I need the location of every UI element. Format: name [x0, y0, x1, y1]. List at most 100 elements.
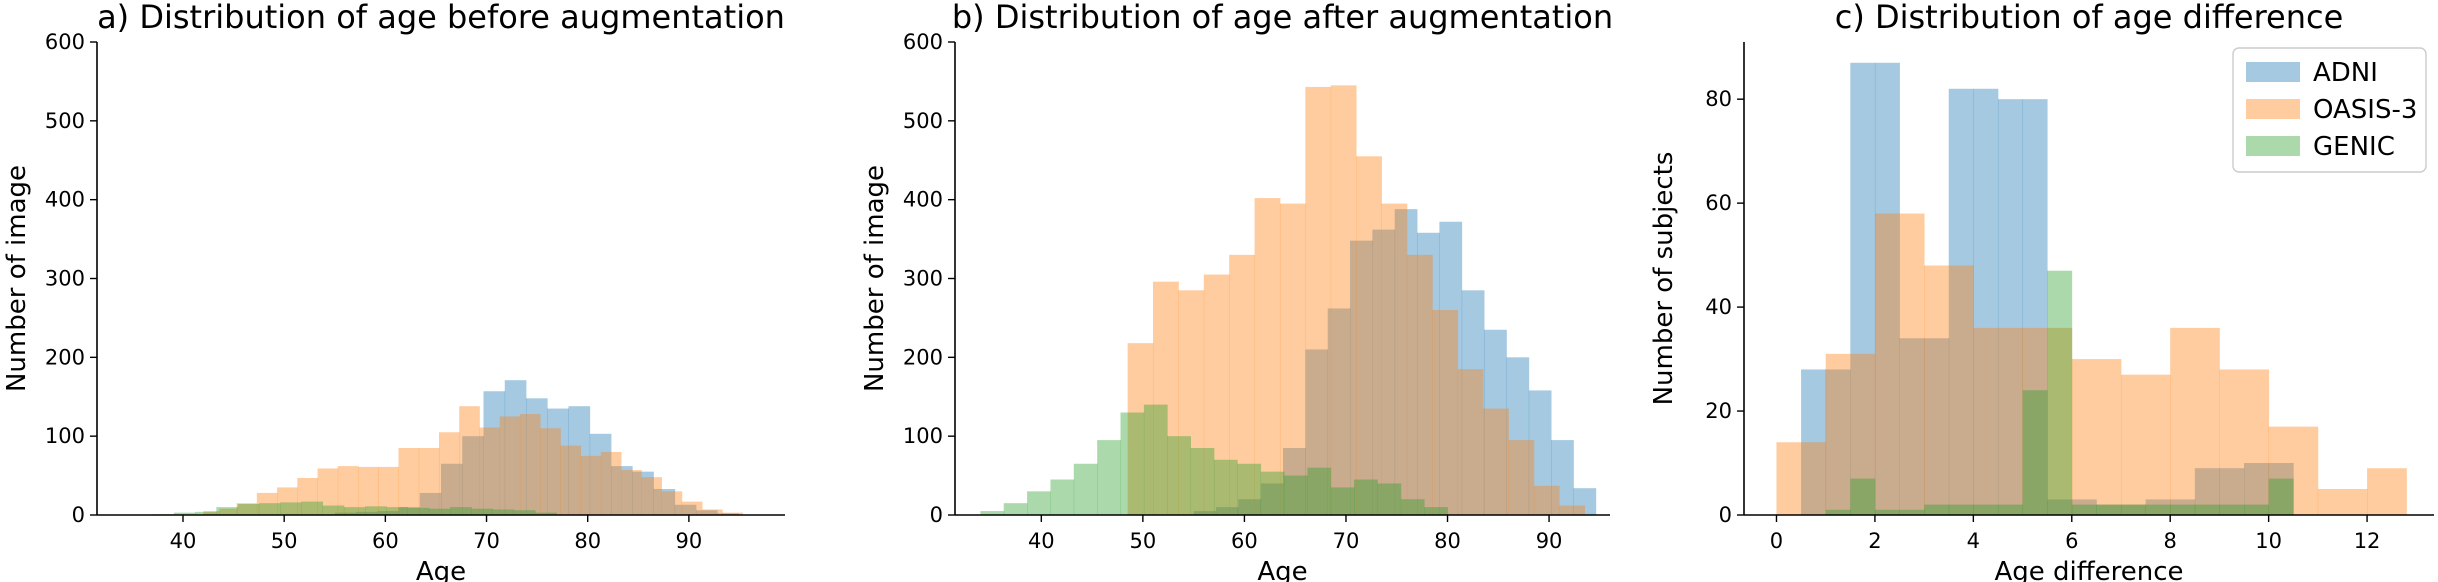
histogram-bar — [1483, 408, 1509, 515]
histogram-bar — [343, 507, 366, 515]
histogram-bar — [535, 512, 557, 515]
histogram-bar — [2071, 359, 2122, 515]
histogram-bar — [1400, 499, 1425, 515]
series-oasis-3 — [1127, 85, 1586, 516]
histogram-bar — [2317, 489, 2368, 515]
histogram-bar — [1283, 447, 1306, 515]
histogram-bar — [1305, 349, 1329, 515]
histogram-bar — [1284, 475, 1308, 515]
histogram-bar — [568, 406, 591, 515]
histogram-bar — [547, 408, 569, 515]
legend: ADNI OASIS-3 GENIC — [2232, 47, 2427, 173]
histogram-bar — [1330, 85, 1357, 516]
histogram-bar — [1260, 471, 1285, 515]
histogram-bar — [280, 502, 302, 515]
y-tick-label: 600 — [903, 30, 943, 54]
histogram-bar — [2022, 327, 2073, 515]
histogram-bar — [681, 501, 703, 515]
legend-swatch-genic — [2246, 136, 2300, 156]
histogram-bar — [2120, 504, 2146, 515]
histogram-bar — [2219, 369, 2270, 515]
y-tick-label: 300 — [903, 267, 943, 291]
histogram-bar — [1356, 156, 1382, 515]
histogram-bar — [2367, 468, 2407, 515]
histogram-bar — [1307, 467, 1332, 515]
histogram-bar — [1508, 440, 1535, 515]
histogram-bar — [407, 507, 430, 515]
histogram-bar — [216, 507, 239, 515]
histogram-bar — [1213, 459, 1238, 515]
x-tick-label: 60 — [1231, 529, 1258, 553]
x-axis-label: Age difference — [1994, 557, 2183, 582]
histogram-bar — [2022, 390, 2048, 515]
x-tick-label: 90 — [1536, 529, 1563, 553]
histogram-bar — [1484, 329, 1507, 515]
histogram-bar — [2219, 468, 2245, 515]
histogram-bar — [2268, 463, 2294, 515]
histogram-bar — [1850, 478, 1876, 515]
histogram-bar — [2096, 504, 2122, 515]
y-tick-label: 40 — [1705, 295, 1732, 319]
histogram-bar — [1924, 338, 1950, 515]
histogram-bar — [2145, 504, 2171, 515]
x-tick-label: 70 — [1333, 529, 1360, 553]
histogram-bar — [499, 416, 521, 515]
histogram-bar — [1948, 88, 1974, 515]
histogram-bar — [337, 466, 359, 515]
histogram-bar — [1350, 240, 1373, 515]
histogram-bar — [479, 427, 501, 515]
histogram-bar — [377, 511, 399, 515]
x-tick-label: 40 — [1028, 529, 1055, 553]
histogram-bar — [1573, 488, 1597, 515]
histogram-bar — [237, 503, 260, 515]
histogram-bar — [459, 406, 480, 515]
histogram-bar — [610, 466, 633, 515]
histogram-bar — [600, 451, 622, 515]
histogram-bar — [1394, 209, 1418, 515]
histogram-bar — [378, 466, 399, 515]
histogram-bar — [398, 507, 421, 515]
histogram-bar — [504, 380, 527, 515]
histogram-bar — [1229, 254, 1255, 515]
histogram-bar — [438, 432, 460, 515]
y-tick-label: 0 — [72, 503, 85, 527]
series-oasis-3 — [1776, 213, 2407, 515]
histogram-bar — [203, 511, 220, 515]
histogram-bar — [1850, 62, 1876, 515]
histogram-bar — [386, 507, 409, 515]
histogram-bar — [2268, 478, 2294, 515]
histogram-bar — [2268, 426, 2319, 515]
histogram-bar — [1506, 357, 1530, 515]
histogram-bar — [1153, 281, 1179, 515]
histogram-bar — [1424, 507, 1448, 515]
histogram-bar — [483, 391, 506, 515]
histogram-bar — [418, 447, 440, 515]
histogram-bar — [1924, 265, 1974, 515]
y-tick-label: 500 — [903, 109, 943, 133]
chart-title: c) Distribution of age difference — [1835, 0, 2344, 36]
histogram-bar — [1874, 213, 1925, 515]
y-tick-label: 0 — [1719, 503, 1732, 527]
x-tick-label: 8 — [2164, 529, 2177, 553]
histogram-bar — [334, 512, 357, 515]
histogram-bar — [1461, 290, 1485, 515]
histogram-bar — [317, 468, 339, 515]
histogram-bar — [1167, 436, 1191, 515]
histogram-bar — [297, 477, 318, 515]
y-tick-label: 600 — [45, 30, 85, 54]
histogram-bar — [2022, 99, 2048, 516]
x-tick-label: 12 — [2354, 529, 2381, 553]
histogram-bar — [1377, 483, 1402, 515]
histogram-bar — [1003, 503, 1028, 515]
histogram-bar — [441, 463, 463, 515]
histogram-bar — [621, 470, 642, 515]
histogram-bar — [1801, 369, 1827, 515]
histogram-bar — [258, 503, 281, 515]
histogram-bar — [653, 488, 676, 515]
histogram-bar — [322, 505, 345, 515]
y-tick-label: 60 — [1705, 191, 1732, 215]
histogram-bar — [1305, 86, 1332, 515]
y-tick-label: 400 — [45, 188, 85, 212]
chart-title: a) Distribution of age before augmentati… — [97, 0, 785, 36]
histogram-bar — [365, 506, 387, 515]
